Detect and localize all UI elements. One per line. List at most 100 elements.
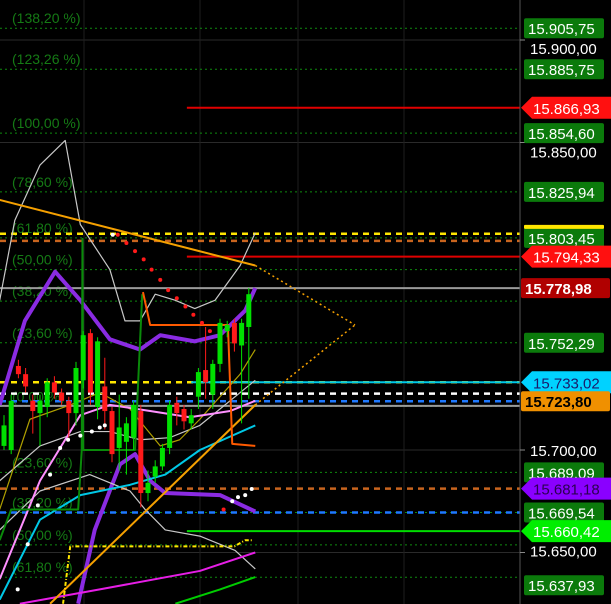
candle-body bbox=[131, 404, 137, 438]
candle-body bbox=[59, 392, 65, 401]
price-label: 15.885,75 bbox=[528, 62, 595, 79]
fibonacci-levels: (138,20 %) (123,26 %) (100,00 %) (78,60 %) (… bbox=[0, 10, 520, 578]
sar-dot bbox=[183, 304, 188, 309]
fib-label: (50,00 %) bbox=[12, 252, 73, 268]
candle-body bbox=[23, 374, 29, 387]
price-label: 15.905,75 bbox=[528, 21, 595, 38]
axis-tick-label: 15.850,00 bbox=[530, 145, 597, 162]
candle-body bbox=[159, 447, 165, 467]
fib-label: (78,60 %) bbox=[12, 174, 73, 190]
candle-body bbox=[44, 382, 50, 407]
candle-body bbox=[152, 466, 158, 477]
candle-body bbox=[1, 425, 7, 446]
candle-body bbox=[210, 363, 216, 395]
fib-label: (100,00 %) bbox=[12, 115, 80, 131]
indicator-line bbox=[76, 452, 257, 604]
price-label-bg bbox=[521, 371, 611, 394]
fib-label: (123,26 %) bbox=[12, 51, 80, 67]
candle-body bbox=[51, 382, 57, 393]
price-label: 15.854,60 bbox=[528, 126, 595, 143]
sar-dot bbox=[249, 486, 254, 491]
sar-dot bbox=[230, 499, 235, 504]
indicator-line bbox=[49, 404, 256, 604]
indicator-line bbox=[0, 198, 256, 267]
sar-dot bbox=[207, 329, 212, 334]
sar-dot bbox=[58, 445, 63, 450]
sar-dot bbox=[97, 425, 102, 430]
sar-dots bbox=[15, 232, 254, 592]
sar-dot bbox=[166, 288, 171, 293]
sar-dot bbox=[15, 587, 20, 592]
price-label: 15.803,45 bbox=[528, 231, 595, 248]
sar-dot bbox=[236, 495, 240, 500]
sar-dot bbox=[124, 240, 129, 245]
indicator-line bbox=[254, 264, 356, 326]
price-label-bg bbox=[524, 18, 604, 39]
indicator-line bbox=[254, 324, 356, 406]
fib-label: (61,80 %) bbox=[12, 220, 73, 236]
candle-body bbox=[37, 400, 43, 414]
sar-dot bbox=[115, 232, 120, 237]
candle-body bbox=[80, 335, 86, 381]
candle-body bbox=[30, 400, 36, 412]
axis-tick-label: 15.900,00 bbox=[530, 41, 597, 58]
candle-body bbox=[246, 294, 252, 327]
candles bbox=[1, 288, 252, 508]
fib-label: (61,80 %) bbox=[12, 559, 73, 575]
candle-body bbox=[109, 411, 115, 455]
price-label-bg bbox=[521, 520, 611, 543]
horizontal-levels bbox=[0, 106, 520, 533]
sar-dot bbox=[243, 493, 248, 498]
sar-dot bbox=[110, 232, 115, 237]
sar-dot bbox=[133, 249, 138, 254]
indicator-line bbox=[62, 539, 253, 604]
axis-tick-label: 15.650,00 bbox=[530, 544, 597, 561]
price-label-bg bbox=[521, 278, 610, 299]
price-label: 15.778,98 bbox=[525, 281, 592, 298]
candle-body bbox=[15, 365, 21, 375]
sar-dot bbox=[200, 320, 204, 325]
price-label: 15.866,93 bbox=[533, 101, 600, 118]
candle-body bbox=[66, 400, 72, 414]
price-axis[interactable]: 15.900,00 15.850,00 15.700,00 15.650,00 bbox=[519, 0, 597, 604]
candle-body bbox=[145, 482, 151, 494]
sar-dot bbox=[141, 257, 146, 262]
sar-dot bbox=[66, 437, 71, 442]
indicator-line bbox=[0, 349, 256, 510]
price-label: 15.660,42 bbox=[533, 524, 600, 541]
sar-dot bbox=[149, 267, 154, 272]
candle-body bbox=[95, 341, 101, 407]
price-label-bg bbox=[521, 391, 610, 412]
price-label: 15.733,02 bbox=[533, 375, 600, 392]
price-label: 15.723,80 bbox=[525, 394, 592, 411]
price-label: 15.794,33 bbox=[533, 250, 600, 267]
candle-body bbox=[167, 404, 173, 448]
price-label: 15.681,18 bbox=[533, 482, 600, 499]
fib-label: (23,60 %) bbox=[12, 325, 73, 341]
sar-dot bbox=[174, 296, 179, 301]
price-label-bg bbox=[521, 477, 611, 500]
price-label-bg bbox=[524, 575, 604, 596]
candle-body bbox=[239, 322, 245, 346]
indicator-line bbox=[0, 399, 256, 580]
price-labels: 15.905,75 15.885,75 15.866,93 15.854,60 15.8… bbox=[521, 18, 611, 596]
price-label: 15.637,93 bbox=[528, 578, 595, 595]
price-label-bg bbox=[524, 502, 604, 523]
candle-body bbox=[123, 423, 129, 442]
candle-body bbox=[73, 368, 79, 414]
indicator-line bbox=[0, 424, 256, 601]
fib-label: (38,20 %) bbox=[12, 494, 73, 510]
price-label: 15.669,54 bbox=[528, 505, 595, 522]
sar-dot bbox=[89, 429, 94, 434]
candle-body bbox=[138, 411, 144, 494]
candle-body bbox=[195, 372, 201, 397]
fib-label: (50,00 %) bbox=[12, 527, 73, 543]
price-label-bg bbox=[524, 59, 604, 80]
candle-body bbox=[181, 409, 187, 422]
candle-body bbox=[217, 322, 223, 364]
indicator-line bbox=[175, 576, 256, 604]
sar-dot bbox=[48, 472, 53, 477]
indicator-line bbox=[19, 551, 256, 604]
